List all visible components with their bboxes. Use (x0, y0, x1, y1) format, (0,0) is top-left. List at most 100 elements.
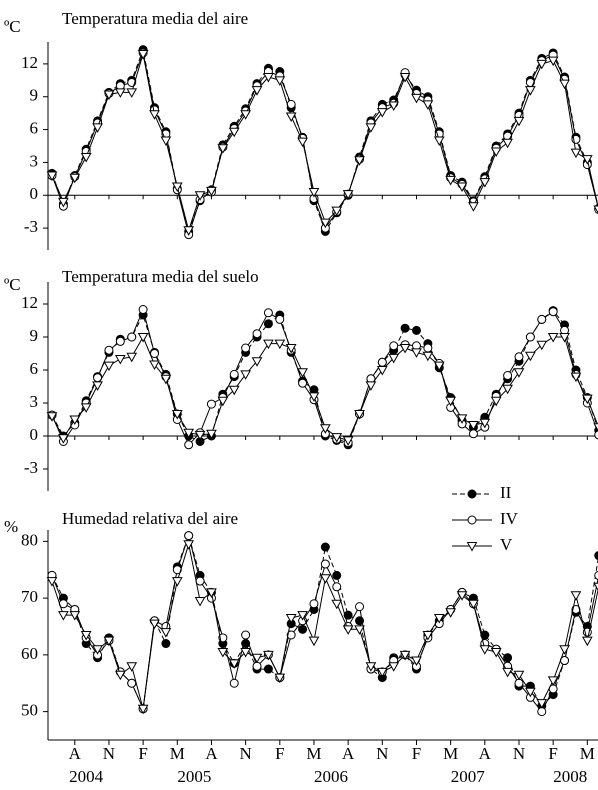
x-tick-label: F (548, 744, 557, 763)
marker (114, 355, 126, 365)
marker (171, 410, 183, 420)
marker (127, 678, 137, 688)
y-axis-label: % (4, 517, 18, 536)
marker (184, 440, 194, 450)
marker (411, 348, 422, 358)
marker (137, 333, 149, 343)
marker (46, 171, 58, 182)
marker (229, 678, 239, 688)
marker (388, 662, 400, 672)
marker (320, 542, 330, 552)
marker (513, 116, 525, 127)
x-tick-label: F (412, 744, 421, 763)
marker (388, 101, 400, 112)
marker (433, 613, 445, 624)
marker (149, 619, 160, 630)
marker (274, 76, 286, 86)
marker (559, 645, 570, 655)
marker (320, 574, 331, 584)
marker (92, 123, 103, 133)
legend-marker (466, 542, 478, 552)
marker (263, 73, 274, 83)
marker (559, 333, 570, 343)
marker (297, 611, 308, 621)
marker (286, 630, 296, 640)
marker (547, 333, 559, 343)
marker (80, 152, 92, 163)
marker (69, 611, 81, 621)
marker (433, 136, 445, 147)
chart-title: Temperatura media del suelo (62, 267, 259, 286)
marker (252, 329, 262, 339)
marker (456, 591, 468, 601)
marker (537, 707, 547, 717)
year-label: 2008 (553, 767, 587, 786)
marker (92, 645, 103, 655)
marker (422, 100, 434, 110)
marker (411, 93, 422, 104)
marker (229, 369, 239, 379)
x-tick-label: N (239, 744, 251, 763)
marker (593, 423, 598, 432)
marker (285, 344, 297, 354)
marker (241, 630, 251, 640)
marker (514, 678, 524, 688)
marker (422, 351, 434, 362)
marker (137, 704, 149, 715)
marker (206, 588, 217, 598)
marker (570, 591, 582, 601)
year-label: 2005 (177, 767, 211, 786)
y-tick-label: 3 (30, 151, 39, 170)
marker (490, 147, 502, 157)
marker (103, 636, 115, 647)
marker (399, 650, 411, 661)
marker (161, 639, 171, 649)
marker (536, 340, 548, 351)
marker (536, 699, 548, 709)
marker (80, 631, 92, 641)
x-tick-label: N (376, 744, 388, 763)
marker (399, 344, 411, 354)
marker (331, 433, 343, 443)
marker (149, 110, 160, 120)
marker (217, 144, 229, 154)
marker (376, 667, 388, 678)
marker (503, 371, 513, 380)
y-tick-label: 3 (30, 392, 39, 411)
marker (594, 551, 598, 560)
marker (525, 687, 536, 698)
y-tick-label: 9 (30, 326, 39, 345)
marker (468, 429, 478, 439)
y-tick-label: -3 (24, 217, 38, 236)
marker (150, 349, 160, 358)
marker (240, 370, 251, 380)
marker (525, 86, 536, 96)
y-tick-label: 12 (21, 293, 38, 312)
marker (525, 351, 536, 362)
marker (103, 90, 115, 101)
marker (114, 88, 126, 98)
marker (581, 636, 593, 647)
marker (126, 662, 138, 672)
marker (354, 156, 365, 166)
marker (423, 343, 433, 353)
marker (332, 570, 342, 580)
x-tick-label: A (479, 744, 492, 763)
marker (297, 137, 308, 148)
marker (479, 418, 491, 429)
marker (502, 667, 513, 678)
marker (183, 540, 195, 550)
marker (456, 182, 468, 193)
legend-marker (467, 489, 477, 499)
marker (194, 191, 206, 201)
marker (285, 613, 297, 624)
marker (58, 611, 69, 621)
marker (400, 323, 410, 333)
marker (228, 385, 240, 396)
marker (263, 650, 274, 661)
marker (331, 599, 343, 610)
y-tick-label: 0 (30, 425, 39, 444)
x-tick-label: M (170, 744, 185, 763)
marker (183, 226, 195, 236)
marker (92, 381, 103, 391)
